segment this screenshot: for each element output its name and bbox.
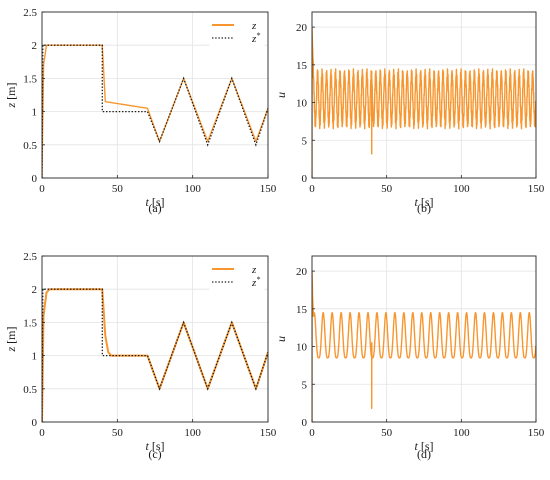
panel-b: 0 50 100 150 0 5 10 15 20 t [s] u (b) [274, 11, 545, 215]
y-axis-label: z [m] [4, 82, 18, 108]
y-tick-label: 2 [32, 284, 38, 296]
y-tick-label: 15 [296, 60, 308, 72]
panel-a: 0 50 100 150 0 0.5 1 1.5 2 2.5 t [s] z [m] zz* (a) [4, 7, 277, 215]
x-tick-label: 100 [453, 427, 470, 439]
x-tick-label: 50 [112, 183, 124, 195]
series-line-reference [42, 44, 268, 178]
y-tick-label: 1.5 [23, 73, 37, 85]
axes-frame [311, 255, 537, 423]
legend: zz* [209, 259, 265, 291]
x-tick-label: 100 [453, 183, 470, 195]
y-tick-label: 2 [32, 40, 38, 52]
x-tick-label: 150 [260, 183, 277, 195]
x-tick-label: 150 [260, 427, 277, 439]
plot-area-c [42, 288, 268, 422]
series-line-u [312, 26, 536, 178]
x-tick-label: 100 [184, 427, 201, 439]
y-tick-label: 2.5 [23, 251, 37, 263]
y-tick-label: 0 [32, 173, 38, 185]
x-tick-label: 100 [184, 183, 201, 195]
plot-area-d [312, 270, 536, 422]
x-axis-label: t [s] [414, 439, 433, 453]
legend-entry: z* [251, 31, 260, 46]
x-tick-label: 0 [309, 427, 315, 439]
panel-caption: (d) [417, 447, 431, 461]
panel-d: 0 50 100 150 0 5 10 15 20 t [s] u (d) [274, 255, 545, 461]
y-axis-label: u [274, 336, 288, 342]
y-tick-label: 1 [32, 351, 38, 363]
plot-area-a [42, 44, 268, 178]
y-axis-label: u [274, 92, 288, 98]
x-tick-label: 0 [39, 427, 45, 439]
x-tick-label: 50 [381, 427, 393, 439]
x-axis-label: t [s] [414, 195, 433, 209]
x-axis-label: t [s] [145, 195, 164, 209]
y-tick-label: 0 [32, 417, 38, 429]
panel-caption: (a) [148, 201, 161, 215]
plot-area-b [312, 26, 536, 178]
y-tick-label: 5 [302, 379, 308, 391]
axes-frame [311, 11, 537, 179]
y-tick-label: 0 [302, 173, 308, 185]
y-tick-label: 0.5 [23, 140, 37, 152]
series-line-u [312, 270, 536, 422]
y-tick-label: 5 [302, 135, 308, 147]
panel-caption: (c) [148, 447, 161, 461]
panel-caption: (b) [417, 201, 431, 215]
y-tick-label: 15 [296, 304, 308, 316]
y-axis-label: z [m] [4, 326, 18, 352]
legend: zz* [209, 15, 265, 47]
legend-box [209, 259, 265, 291]
axes-frame [41, 255, 269, 423]
y-tick-label: 1 [32, 107, 38, 119]
y-tick-label: 0 [302, 417, 308, 429]
x-tick-label: 0 [39, 183, 45, 195]
legend-entry: z [251, 20, 257, 32]
y-tick-label: 10 [296, 342, 308, 354]
legend-entry: z* [251, 275, 260, 290]
series-line-reference [42, 288, 268, 422]
x-tick-label: 150 [528, 183, 545, 195]
y-tick-label: 2.5 [23, 7, 37, 19]
y-tick-label: 10 [296, 98, 308, 110]
axes-frame [41, 11, 269, 179]
y-tick-label: 1.5 [23, 317, 37, 329]
x-tick-label: 0 [309, 183, 315, 195]
legend-box [209, 15, 265, 47]
panel-c: 0 50 100 150 0 0.5 1 1.5 2 2.5 t [s] z [m] zz* (c) [4, 251, 277, 461]
x-tick-label: 150 [528, 427, 545, 439]
y-tick-label: 20 [296, 266, 308, 278]
x-tick-label: 50 [112, 427, 124, 439]
y-tick-label: 0.5 [23, 384, 37, 396]
x-axis-label: t [s] [145, 439, 164, 453]
y-tick-label: 20 [296, 22, 308, 34]
x-tick-label: 50 [381, 183, 393, 195]
legend-entry: z [251, 264, 257, 276]
